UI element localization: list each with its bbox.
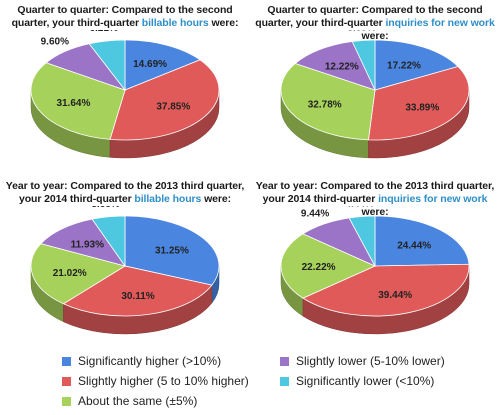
pie-chart-y2y-new-work-inquiries: Year to year: Compared to the 2013 third… — [250, 176, 500, 352]
data-label: 22.22% — [302, 262, 336, 273]
slice-about-same — [30, 243, 127, 305]
data-label: 21.02% — [53, 268, 87, 279]
pie-chart-q2q-new-work-inquiries: Quarter to quarter: Compared to the seco… — [250, 0, 500, 176]
slice-slightly-higher — [109, 59, 220, 141]
data-label: 30.11% — [121, 291, 154, 302]
legend-item-slightly-higher: Slightly higher (5 to 10% higher) — [62, 373, 249, 389]
data-label: 9.44% — [301, 208, 329, 219]
data-label: 24.44% — [397, 240, 431, 251]
slice-significantly-lower — [88, 39, 126, 92]
chart-title: Quarter to quarter: Compared to the seco… — [255, 4, 495, 42]
slice-significantly-lower — [348, 215, 376, 267]
pie-svg: 14.69% 37.85% 31.64% 9.60% 6.21% — [30, 30, 220, 159]
chart-title: Quarter to quarter: Compared to the seco… — [11, 4, 239, 29]
data-label: 9.60% — [41, 37, 69, 48]
legend-label: About the same (±5%) — [78, 394, 198, 408]
legend-swatch — [280, 356, 289, 366]
legend-label: Slightly higher (5 to 10% higher) — [78, 374, 249, 388]
pie-svg: 24.44% 39.44% 22.22% 9.44% 4.44% — [280, 206, 470, 335]
slice-slightly-higher — [367, 66, 470, 141]
legend-swatch — [280, 376, 289, 386]
pie-svg: 17.22% 33.89% 32.78% 12.22% 3.89% — [280, 30, 470, 159]
chart-title: Year to year: Compared to the 2013 third… — [255, 180, 495, 218]
data-label: 37.85% — [156, 102, 190, 113]
chart-title: Year to year: Compared to the 2013 third… — [5, 180, 245, 205]
slice-slightly-higher — [62, 265, 213, 317]
data-label: 3.89% — [347, 30, 375, 34]
slice-about-same — [280, 233, 376, 299]
slice-significantly-higher — [124, 215, 220, 286]
slice-significantly-higher — [124, 39, 201, 91]
legend-swatch — [62, 396, 71, 406]
data-label: 12.22% — [325, 62, 359, 73]
slice-significantly-higher — [374, 215, 470, 267]
legend-item-about-same: About the same (±5%) — [62, 393, 197, 409]
legend-item-significantly-lower: Significantly lower (<10%) — [280, 373, 434, 389]
data-label: 11.93% — [71, 240, 104, 251]
pie-chart-q2q-billable-hours: Quarter to quarter: Compared to the seco… — [0, 0, 250, 176]
legend-swatch — [62, 376, 71, 386]
slice-significantly-lower — [351, 39, 376, 91]
data-label: 39.44% — [378, 290, 412, 301]
legend-label: Significantly higher (>10%) — [78, 354, 222, 368]
pie-svg: 31.25% 30.11% 21.02% 11.93% 5.68% — [30, 206, 220, 335]
data-label: 4.44% — [346, 206, 374, 210]
slice-significantly-lower — [91, 215, 126, 268]
data-label: 6.21% — [90, 30, 118, 34]
slice-significantly-higher — [374, 39, 459, 91]
data-label: 31.25% — [155, 245, 189, 256]
chart-legend: Significantly higher (>10%) Slightly hig… — [62, 353, 482, 413]
legend-label: Slightly lower (5-10% lower) — [296, 354, 445, 368]
slice-slightly-lower — [40, 218, 126, 267]
legend-swatch — [62, 356, 71, 366]
data-label: 5.68% — [91, 206, 119, 210]
data-label: 14.69% — [133, 59, 167, 70]
data-label: 32.78% — [308, 100, 342, 111]
slice-slightly-higher — [302, 263, 470, 317]
pie-chart-y2y-billable-hours: Year to year: Compared to the 2013 third… — [0, 176, 250, 352]
legend-label: Significantly lower (<10%) — [296, 374, 435, 388]
data-label: 31.64% — [56, 98, 90, 109]
data-label: 33.89% — [405, 102, 439, 113]
slice-slightly-lower — [294, 41, 376, 91]
data-label: 17.22% — [387, 60, 421, 71]
legend-item-slightly-lower: Slightly lower (5-10% lower) — [280, 353, 445, 369]
legend-item-significantly-higher: Significantly higher (>10%) — [62, 353, 221, 369]
